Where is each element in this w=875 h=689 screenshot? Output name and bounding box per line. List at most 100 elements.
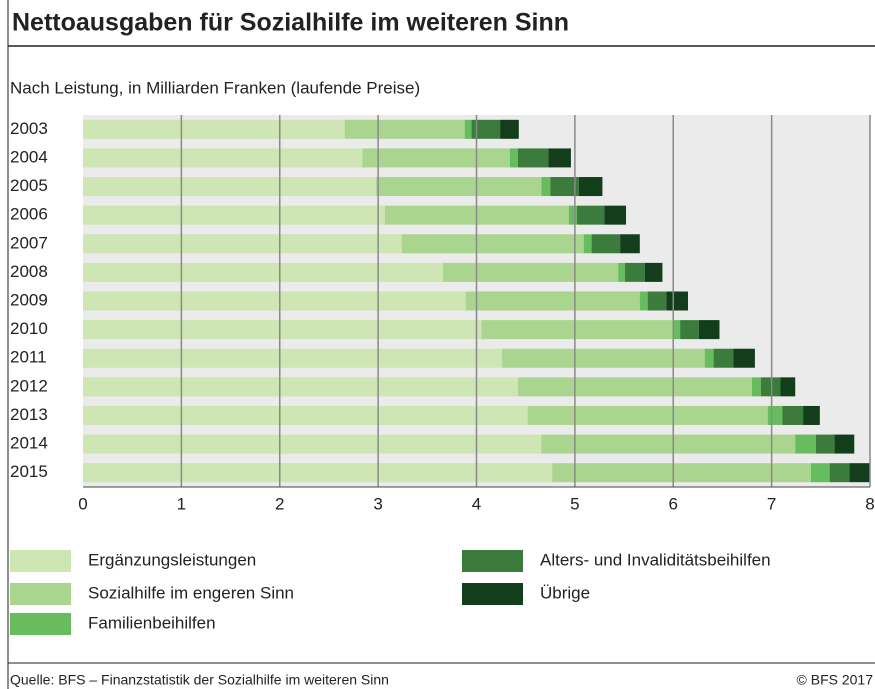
bar-segment <box>760 377 781 397</box>
bar-segment <box>83 148 363 168</box>
x-tick-label: 4 <box>472 494 481 513</box>
bar-segment <box>834 434 855 454</box>
bar-segment <box>443 262 619 282</box>
y-tick-label: 2005 <box>10 176 48 195</box>
bar-segment <box>481 320 674 340</box>
bar-segment <box>527 405 768 425</box>
x-tick-label: 1 <box>177 494 186 513</box>
bar-segment <box>647 291 667 311</box>
bar-segment <box>83 320 482 340</box>
x-tick-label: 7 <box>767 494 776 513</box>
bar-segment <box>362 148 510 168</box>
bar-segment <box>83 234 402 254</box>
y-tick-label: 2006 <box>10 205 48 224</box>
bar-segment <box>552 463 811 483</box>
bar-segment <box>639 291 648 311</box>
bar-segment <box>795 434 816 454</box>
x-tick-label: 3 <box>373 494 382 513</box>
bar-segment <box>464 119 472 139</box>
subtitle: Nach Leistung, in Milliarden Franken (la… <box>10 78 420 97</box>
bar-segment <box>625 262 645 282</box>
bar-segment <box>83 262 444 282</box>
y-tick-label: 2012 <box>10 376 48 395</box>
y-tick-label: 2011 <box>10 348 47 367</box>
bar-segment <box>541 434 796 454</box>
bar-segment <box>782 405 804 425</box>
legend-swatch <box>462 583 523 605</box>
bar-segment <box>680 320 699 340</box>
bar-segment <box>767 405 783 425</box>
bar-segment <box>578 177 603 197</box>
bar-segment <box>568 205 577 225</box>
bar-segment <box>666 291 689 311</box>
legend-label: Alters- und Invaliditätsbeihilfen <box>540 550 771 569</box>
bar-segment <box>698 320 720 340</box>
bar-segment <box>733 348 755 368</box>
bar-segment <box>83 377 518 397</box>
bar-segment <box>644 262 663 282</box>
bar-segment <box>541 177 551 197</box>
bar-segment <box>517 148 549 168</box>
y-tick-label: 2015 <box>10 462 48 481</box>
bar-segment <box>83 348 503 368</box>
legend-swatch <box>10 583 71 605</box>
bar-segment <box>83 434 542 454</box>
y-tick-label: 2007 <box>10 233 48 252</box>
x-tick-label: 2 <box>275 494 284 513</box>
bar-segment <box>620 234 640 254</box>
bar-segment <box>83 463 553 483</box>
bar-segment <box>83 205 386 225</box>
source: Quelle: BFS – Finanzstatistik der Sozial… <box>10 672 389 688</box>
bar-segment <box>583 234 592 254</box>
bar-segment <box>780 377 796 397</box>
bar-segment <box>751 377 761 397</box>
bar-segment <box>83 177 377 197</box>
bar-segment <box>550 177 579 197</box>
legend-swatch <box>10 550 71 572</box>
legend-label: Ergänzungsleistungen <box>88 550 256 569</box>
bar-segment <box>604 205 627 225</box>
y-tick-label: 2010 <box>10 319 48 338</box>
bar-segment <box>849 463 870 483</box>
bar-segment <box>815 434 835 454</box>
y-tick-label: 2013 <box>10 405 48 424</box>
x-tick-label: 5 <box>570 494 579 513</box>
legend-label: Übrige <box>540 583 590 602</box>
bar-segment <box>500 119 519 139</box>
bar-segment <box>83 405 528 425</box>
x-tick-label: 8 <box>865 494 874 513</box>
legend-label: Familienbeihilfen <box>88 613 216 632</box>
bar-segment <box>517 377 752 397</box>
bar-segment <box>829 463 850 483</box>
bar-segment <box>401 234 584 254</box>
bar-segment <box>465 291 640 311</box>
bar-segment <box>803 405 820 425</box>
bar-segment <box>509 148 518 168</box>
bar-segment <box>704 348 714 368</box>
bar-segment <box>83 291 466 311</box>
bar-segment <box>83 119 345 139</box>
chart-title: Nettoausgaben für Sozialhilfe im weitere… <box>12 9 569 37</box>
bar-segment <box>713 348 734 368</box>
bar-segment <box>591 234 621 254</box>
bar-segment <box>471 119 501 139</box>
legend-swatch <box>10 613 71 635</box>
bar-segment <box>548 148 571 168</box>
bar-segment <box>618 262 626 282</box>
legend-label: Sozialhilfe im engeren Sinn <box>88 583 294 602</box>
bar-segment <box>376 177 542 197</box>
bar-segment <box>344 119 465 139</box>
bar-segment <box>673 320 681 340</box>
copyright: © BFS 2017 <box>797 672 874 688</box>
x-tick-label: 0 <box>78 494 87 513</box>
bar-segment <box>576 205 605 225</box>
x-tick-label: 6 <box>669 494 678 513</box>
bar-segment <box>810 463 830 483</box>
y-tick-label: 2008 <box>10 262 48 281</box>
legend-swatch <box>462 550 523 572</box>
y-tick-label: 2003 <box>10 119 48 138</box>
y-tick-label: 2004 <box>10 147 48 166</box>
bar-segment <box>502 348 705 368</box>
y-tick-label: 2014 <box>10 434 48 453</box>
